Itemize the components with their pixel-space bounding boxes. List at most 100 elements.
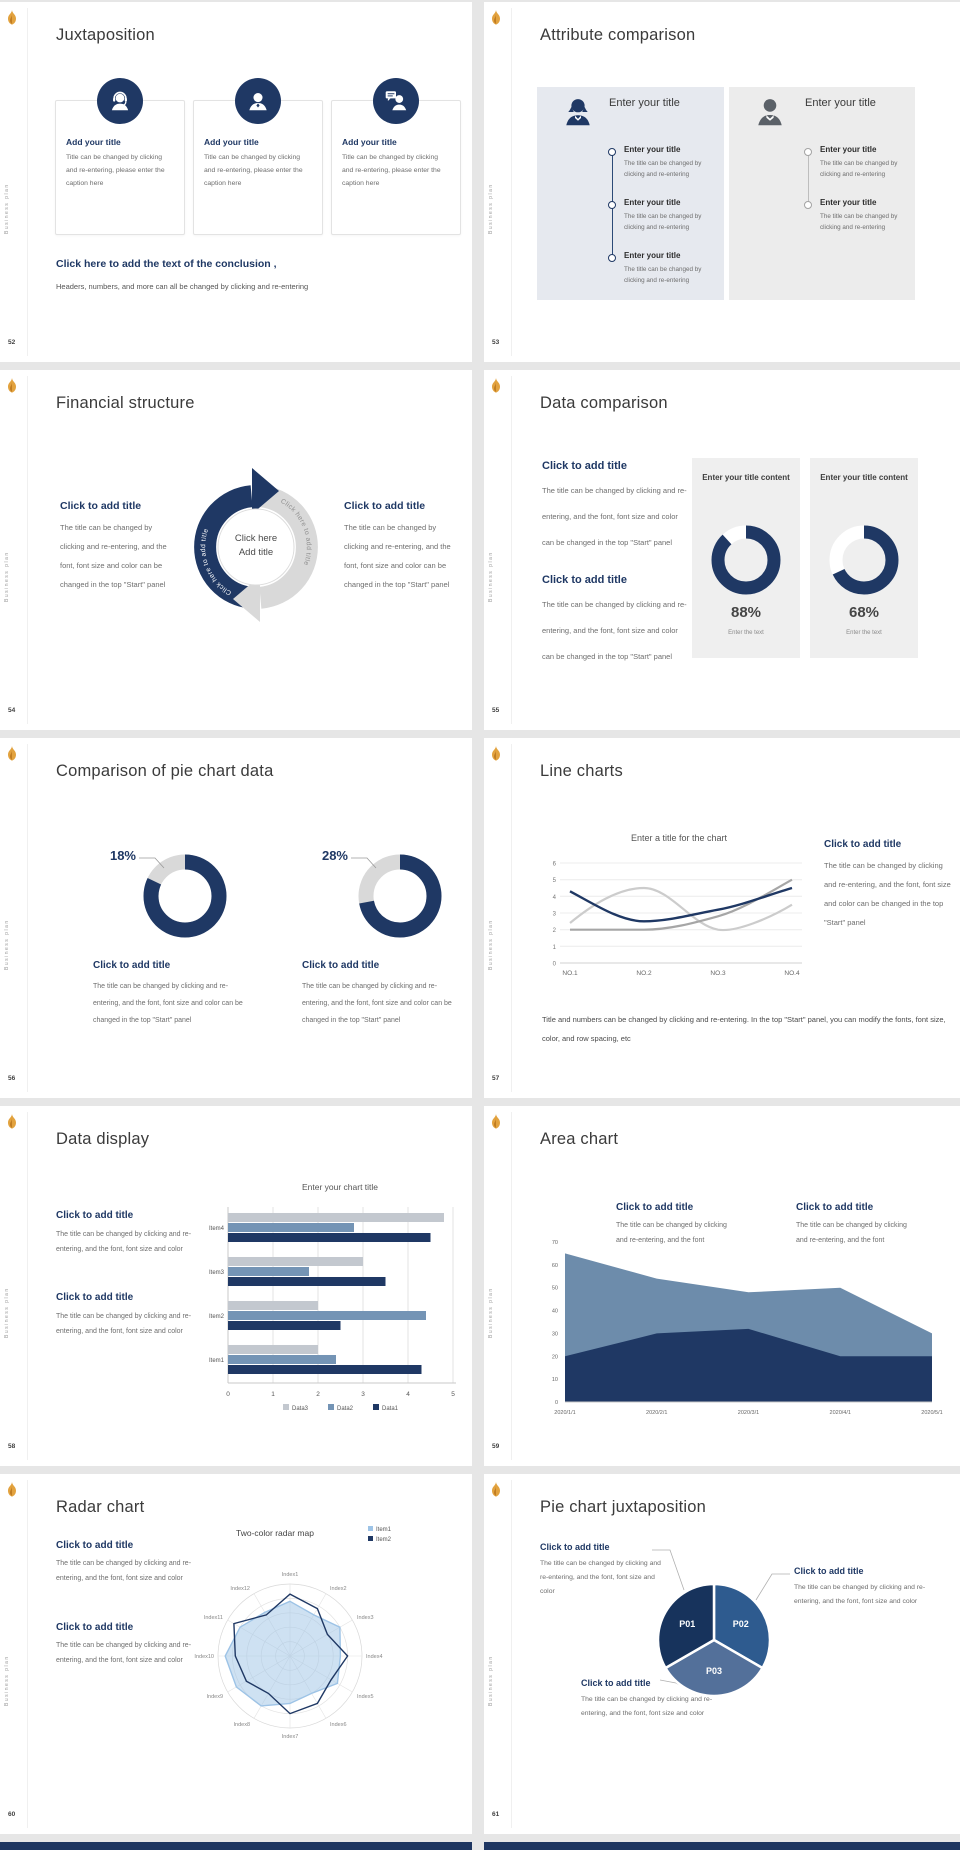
timeline-item-title: Enter your title [820,198,877,207]
radar-axis-label: Index11 [204,1615,223,1621]
block-caption: The title can be changed by clicking and… [56,1560,192,1582]
legend-label: Data3 [292,1406,309,1412]
x-tick: NO.3 [710,970,726,977]
legend-label: Data2 [337,1406,354,1412]
x-tick: NO.4 [784,970,800,977]
y-tick: 2 [553,928,557,934]
cycle-center-text: Click here Add title [206,532,306,560]
x-tick: 5 [451,1391,455,1398]
y-tick: 0 [553,962,557,968]
vertical-brand-text: Business plan [488,1655,494,1706]
cycle-center-circle [217,508,295,586]
y-tick: 40 [552,1309,558,1315]
card-caption: Title can be changed by clicking and re-… [66,154,165,188]
x-tick: 1 [271,1391,275,1398]
sidebar-divider [511,1112,512,1460]
timeline-item-caption: The title can be changed by clicking and… [624,160,702,178]
slide-55[interactable]: Business plan 55 Data comparison Click t… [484,370,960,730]
x-tick: NO.1 [562,970,578,977]
kpi-heading: Enter your title content [702,473,790,482]
block-caption: The title can be changed by clicking and… [824,861,951,927]
page-number: 57 [492,1075,500,1082]
block-caption: The title can be changed by clicking and… [540,1560,661,1595]
bar-chart: Item4 Item3 Item2 Item1 0 1 2 3 4 5 Data… [209,1207,456,1412]
block-title: Click to add title [794,1566,864,1576]
slide-60[interactable]: Business plan 60 Radar chart Click to ad… [0,1474,472,1834]
x-tick: 2020/4/1 [830,1410,851,1416]
y-tick: 50 [552,1286,558,1292]
sidebar-divider [27,376,28,724]
vertical-brand-text: Business plan [488,1287,494,1338]
panel-heading: Enter your title [609,97,680,109]
slide-title: Data display [56,1130,150,1148]
slide-title: Attribute comparison [540,26,696,44]
feature-card: Add your title Title can be changed by c… [193,78,323,235]
vertical-brand-text: Business plan [4,919,10,970]
next-slide-peek[interactable] [484,1842,960,1850]
x-tick: 2 [316,1391,320,1398]
page-number: 59 [492,1443,500,1450]
sidebar-divider [27,1112,28,1460]
logo-icon [492,1482,500,1497]
pie-label: P02 [733,1619,749,1629]
slide-title: Financial structure [56,394,195,412]
vertical-brand-text: Business plan [4,551,10,602]
cycle-arrow-left [194,485,254,609]
sidebar-divider [27,744,28,1092]
page-number: 52 [8,339,16,346]
slide-54[interactable]: Business plan 54 Financial structure Cli… [0,370,472,730]
donut-percent-label: 28% [321,848,348,863]
sidebar-divider [511,8,512,356]
slide-title: Radar chart [56,1498,145,1516]
sidebar-divider [511,376,512,724]
slide-58[interactable]: Business plan 58 Data display Click to a… [0,1106,472,1466]
timeline-dot [608,148,616,156]
logo-icon [492,378,500,393]
male-user-icon [758,99,782,126]
page-number: 60 [8,1811,16,1818]
block-caption: The title can be changed by clicking and… [302,983,452,1024]
timeline-item-title: Enter your title [820,145,877,154]
pie-label: P01 [679,1619,695,1629]
radar-axis-label: Index12 [230,1586,250,1592]
x-tick: 2020/2/1 [646,1410,667,1416]
radar-axis-label: Index7 [282,1734,299,1740]
block-title: Click to add title [56,1540,134,1551]
logo-icon [8,1114,16,1129]
slide-title: Pie chart juxtaposition [540,1498,707,1516]
donut-chart-68 [829,525,899,595]
block-title: Click to add title [56,1622,134,1633]
slide-56[interactable]: Business plan 56 Comparison of pie chart… [0,738,472,1098]
vertical-brand-text: Business plan [488,551,494,602]
pie-label: P03 [706,1666,722,1676]
block-caption: The title can be changed by clicking and… [616,1222,727,1244]
block-caption: The title can be changed by clicking and… [796,1222,907,1244]
y-tick: 4 [553,895,557,901]
y-tick: 30 [552,1331,558,1337]
y-tick: 5 [553,878,557,884]
slide-57[interactable]: Business plan 57 Line charts Enter a tit… [484,738,960,1098]
y-tick: 10 [552,1377,558,1383]
slide-53[interactable]: Business plan 53 Attribute comparison En… [484,2,960,362]
radar-axis-label: Index1 [282,1572,299,1578]
block-caption: The title can be changed by clicking and… [344,523,451,589]
radar-axis-label: Index6 [330,1722,347,1728]
legend-label: Item2 [376,1537,392,1543]
slide-52[interactable]: Business plan 52 Juxtaposition Add your … [0,2,472,362]
y-tick: 6 [553,862,557,868]
kpi-card: Enter your title content 68% Enter the t… [810,458,918,658]
timeline-item-caption: The title can be changed by clicking and… [820,213,898,231]
block-title: Click to add title [796,1202,874,1213]
radar-series-item2 [233,1593,349,1715]
support-agent-icon [97,78,143,124]
slide-61[interactable]: Business plan 61 Pie chart juxtaposition… [484,1474,960,1834]
legend-label: Item1 [376,1527,392,1533]
sidebar-divider [27,1480,28,1828]
y-tick: 1 [553,945,557,951]
next-slide-peek[interactable] [0,1842,472,1850]
kpi-footnote: Enter the text [846,630,882,636]
slide-59[interactable]: Business plan 59 Area chart Click to add… [484,1106,960,1466]
feature-card: Add your title Title can be changed by c… [55,78,185,235]
radar-series-item1 [224,1600,342,1707]
radar-axis-label: Index3 [357,1615,374,1621]
